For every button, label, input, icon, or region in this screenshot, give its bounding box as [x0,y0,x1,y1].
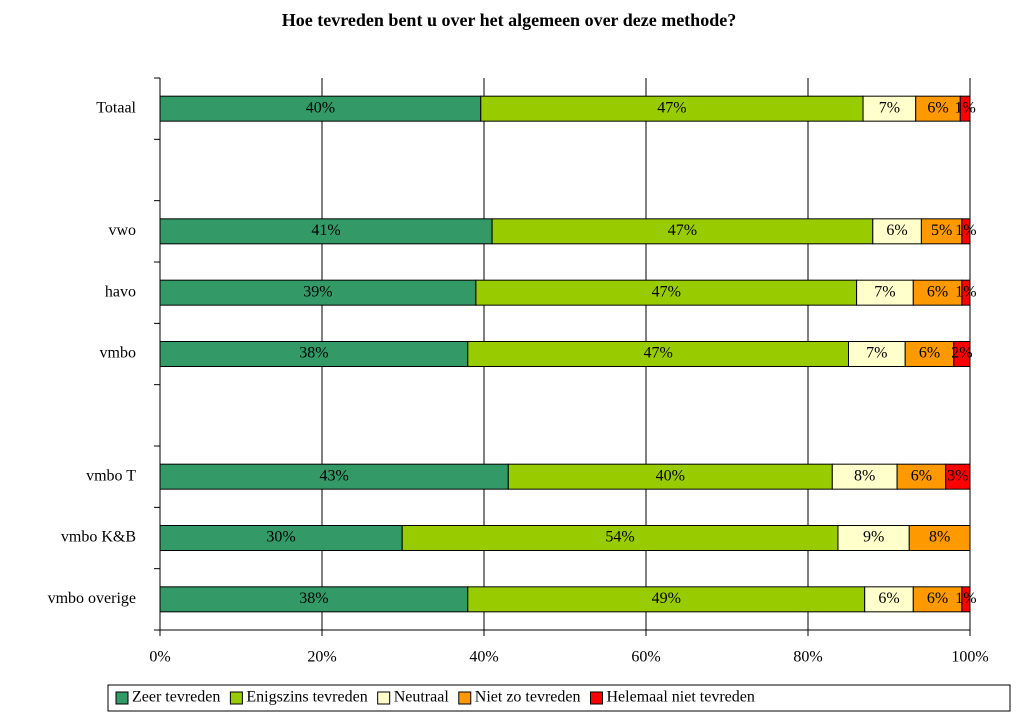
data-label-box [863,343,891,365]
data-label: 47% [668,222,697,239]
data-label-box [924,97,952,120]
y-tick-label: vmbo [100,345,136,362]
data-label: 1% [955,283,976,300]
y-tick-label: Totaal [96,99,136,116]
y-tick-label: vwo [108,222,136,239]
data-label-box [925,527,954,549]
data-label-box [602,527,638,549]
data-label: 6% [927,590,948,607]
data-label: 47% [643,345,672,362]
legend-box [107,684,1011,712]
data-label: 38% [299,345,328,362]
data-label-box [316,465,352,488]
data-label: 47% [657,99,686,116]
data-label: 39% [303,283,332,300]
data-label-box [648,281,684,304]
data-label: 6% [927,99,948,116]
legend-swatch [458,691,472,705]
data-label: 6% [911,467,932,484]
y-tick-label: vmbo overige [48,590,136,607]
data-label: 7% [874,283,895,300]
data-label-box [302,97,339,120]
data-label: 6% [927,283,948,300]
x-tick-label: 60% [631,649,660,666]
data-label-box [875,588,903,611]
y-tick-label: vmbo T [86,467,136,484]
data-label: 9% [863,529,884,546]
data-label-box [664,220,701,243]
bar-segment [945,463,971,490]
data-label-box [927,220,956,243]
data-label-box [652,465,688,488]
data-label-box [871,281,899,304]
data-label: 47% [652,283,681,300]
data-label: 5% [931,222,952,239]
data-label-box [875,97,904,120]
data-label: 6% [886,222,907,239]
data-label: 40% [306,99,335,116]
legend-label: Zeer tevreden [132,689,220,706]
legend-label: Niet zo tevreden [475,689,581,706]
data-label-box [654,97,690,120]
x-tick-label: 40% [469,649,498,666]
data-label: 7% [866,345,887,362]
data-label: 30% [266,529,295,546]
data-label-box [263,527,299,549]
data-label: 54% [605,529,634,546]
data-label: 3% [947,467,968,484]
data-label: 2% [951,345,972,362]
data-label: 7% [879,99,900,116]
data-label: 41% [311,222,340,239]
data-label: 40% [656,467,685,484]
data-label: 1% [955,222,976,239]
data-label: 8% [854,467,875,484]
data-label: 43% [319,467,348,484]
data-label-box [296,343,332,365]
data-label-box [907,465,936,488]
x-tick-label: 80% [793,649,822,666]
data-label: 6% [878,590,899,607]
legend-label: Neutraal [394,689,450,706]
data-label-box [300,281,336,304]
data-label-box [308,220,344,243]
y-tick-label: vmbo K&B [61,529,136,546]
x-tick-label: 100% [951,649,988,666]
data-label-box [883,220,911,243]
legend-label: Enigszins tevreden [246,689,367,706]
data-label-box [923,281,952,304]
data-label: 6% [919,345,940,362]
data-label-box [859,527,888,549]
data-label: 8% [929,529,950,546]
data-label-box [923,588,952,611]
legend-swatch [377,691,391,705]
x-tick-label: 0% [149,649,170,666]
bar-segment [959,95,971,122]
data-label: 1% [954,99,975,116]
data-label-box [296,588,332,611]
bar-segment [961,586,971,613]
bar-segment [961,279,971,306]
legend-swatch [229,691,243,705]
data-label-box [640,343,676,365]
bar-segment [953,341,971,367]
bar-segment [961,218,971,245]
data-label-box [851,465,879,488]
data-label: 49% [652,590,681,607]
chart-title: Hoe tevreden bent u over het algemeen ov… [282,10,736,30]
data-label-box [915,343,944,365]
legend-swatch [115,691,129,705]
legend-label: Helemaal niet tevreden [607,689,755,706]
x-tick-label: 20% [307,649,336,666]
data-label: 38% [299,590,328,607]
y-tick-label: havo [105,283,136,300]
legend-swatch [590,691,603,705]
data-label-box [648,588,684,611]
data-label: 1% [955,590,976,607]
